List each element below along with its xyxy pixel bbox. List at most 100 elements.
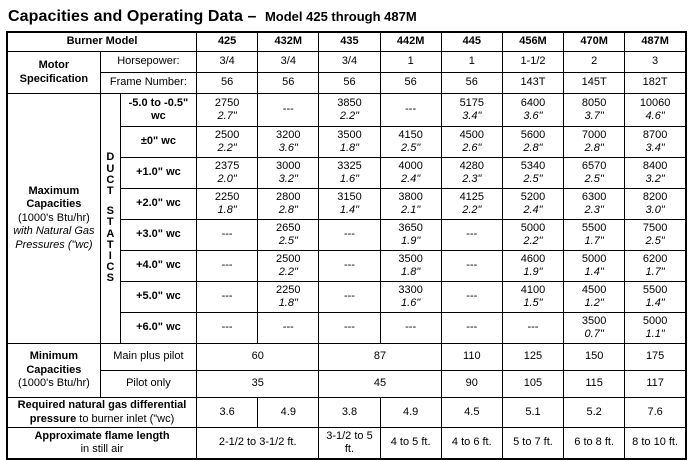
capacity-pressure: 2.7" [217,110,237,122]
capacity-cell: 2500 2.2" [257,250,320,282]
capacity-value: 2500 [214,128,240,141]
capacity-cell: --- [318,219,381,251]
capacity-cell: 3500 1.8" [318,126,381,158]
model-header-432m: 432M [257,31,320,52]
capacity-value: 3150 [337,190,362,203]
capacity-cell: 8700 3.4" [624,126,687,158]
capacity-pressure: 2.2" [278,266,298,278]
capacity-pressure: 1.8" [401,266,421,278]
capacity-value: --- [282,321,294,334]
capacity-cell: 4150 2.5" [379,126,442,158]
capacity-value: 7000 [581,128,607,141]
capacity-value: 5000 [642,314,668,327]
capacity-value: 4000 [398,159,423,172]
capacity-pressure: 1.8" [278,297,298,309]
capacity-cell: --- [318,281,381,313]
capacity-cell: 3800 2.1" [379,188,442,220]
capacity-pressure: 2.8" [584,142,604,154]
table-row: Approximate flame length in still air 2-… [6,427,687,460]
capacity-value: 5000 [520,221,546,234]
capacity-pressure: 3.2" [645,173,665,185]
capacity-pressure: 3.4" [462,110,482,122]
capacity-pressure: 2.5" [645,235,665,247]
horsepower-value: 1 [379,51,442,73]
capacity-pressure: 3.7" [584,110,604,122]
capacity-cell: 4280 2.3" [440,157,503,189]
capacity-value: 6200 [642,252,668,265]
capacity-value: 4280 [459,159,485,172]
capacity-pressure: 3.4" [645,142,665,154]
capacity-pressure: 2.0" [217,173,237,185]
flame-length-value: 4 to 6 ft. [440,427,503,460]
capacity-pressure: 2.1" [401,204,421,216]
pilot-only-value: 90 [440,370,503,398]
capacity-cell: 4500 2.6" [440,126,503,158]
capacity-cell: 2250 1.8" [257,281,320,313]
capacity-cell: --- [318,312,381,344]
capacity-cell: 4000 2.4" [379,157,442,189]
duct-statics-letter: A [106,227,115,240]
table-row: Burner Model 425 432M 435 442M 445 456M … [6,31,687,52]
capacity-pressure: 3.6" [278,142,298,154]
capacity-cell: 2500 2.2" [196,126,259,158]
frame-number-value: 56 [318,72,381,94]
capacity-pressure: 2.4" [401,173,421,185]
capacity-value: 2375 [214,159,240,172]
model-header-445: 445 [440,31,503,52]
capacity-value: 2650 [276,221,301,234]
pilot-only-label: Pilot only [99,370,198,398]
capacity-value: 5175 [459,96,485,109]
duct-statics-letter: T [106,238,114,251]
capacity-cell: --- [257,312,320,344]
capacity-value: 4150 [398,128,423,141]
capacity-value: 3500 [581,314,607,327]
capacity-value: 2250 [214,190,240,203]
capacity-cell: --- [440,281,503,313]
duct-statics-letter: C [106,173,115,186]
table-row: Frame Number: 56 56 56 56 56 143T 145T 1… [7,72,687,94]
capacity-cell: 3650 1.9" [379,219,442,251]
title-model-range: Model 425 through 487M [264,9,417,24]
table-row: Minimum Capacities (1000's Btu/hr) Main … [6,343,687,398]
capacity-pressure: 1.5" [523,297,543,309]
capacity-pressure: 2.4" [523,204,543,216]
capacity-value: 5340 [520,159,546,172]
capacity-value: --- [221,290,233,303]
frame-number-value: 56 [379,72,442,94]
gas-pressure-value: 3.6 [196,397,259,428]
capacity-value: --- [221,228,233,241]
capacity-cell: --- [440,250,503,282]
capacity-cell: --- [318,250,381,282]
capacity-value: 5200 [520,190,546,203]
horsepower-label: Horsepower: [99,51,198,73]
capacity-value: 6570 [581,159,607,172]
table-row: Required natural gas differential pressu… [6,397,687,428]
capacity-pressure: 2.2" [217,142,237,154]
frame-number-value: 143T [501,72,565,94]
capacity-cell: 3500 0.7" [563,312,626,344]
capacity-value: 4100 [520,283,546,296]
capacity-cell: 4600 1.9" [501,250,565,282]
capacity-cell: --- [196,281,259,313]
frame-number-value: 182T [624,72,687,94]
capacity-cell: 2650 2.5" [257,219,320,251]
maximum-capacities-title: Maximum Capacities [26,184,82,211]
capacities-table: Burner Model 425 432M 435 442M 445 456M … [6,31,687,460]
capacity-value: --- [282,103,294,116]
minimum-capacities-title: Minimum Capacities [26,350,82,376]
capacity-cell: 5340 2.5" [501,157,565,189]
capacity-cell: --- [196,219,259,251]
model-header-456m: 456M [501,31,565,52]
capacity-cell: 2250 1.8" [196,188,259,220]
capacity-value: 8400 [642,159,668,172]
gas-pressure-value: 5.2 [563,397,626,428]
capacity-pressure: 1.8" [339,142,360,154]
horsepower-value: 3 [624,51,687,73]
capacity-value: 3800 [398,190,423,203]
capacity-value: --- [527,321,539,334]
title-main: Capacities and Operating Data – [8,8,257,25]
capacity-cell: 4125 2.2" [440,188,503,220]
gas-pressure-value: 5.1 [501,397,565,428]
table-row: +3.0" wc --- 2650 2.5" --- 3650 1.9" --- 5000 2.2… [7,219,687,251]
